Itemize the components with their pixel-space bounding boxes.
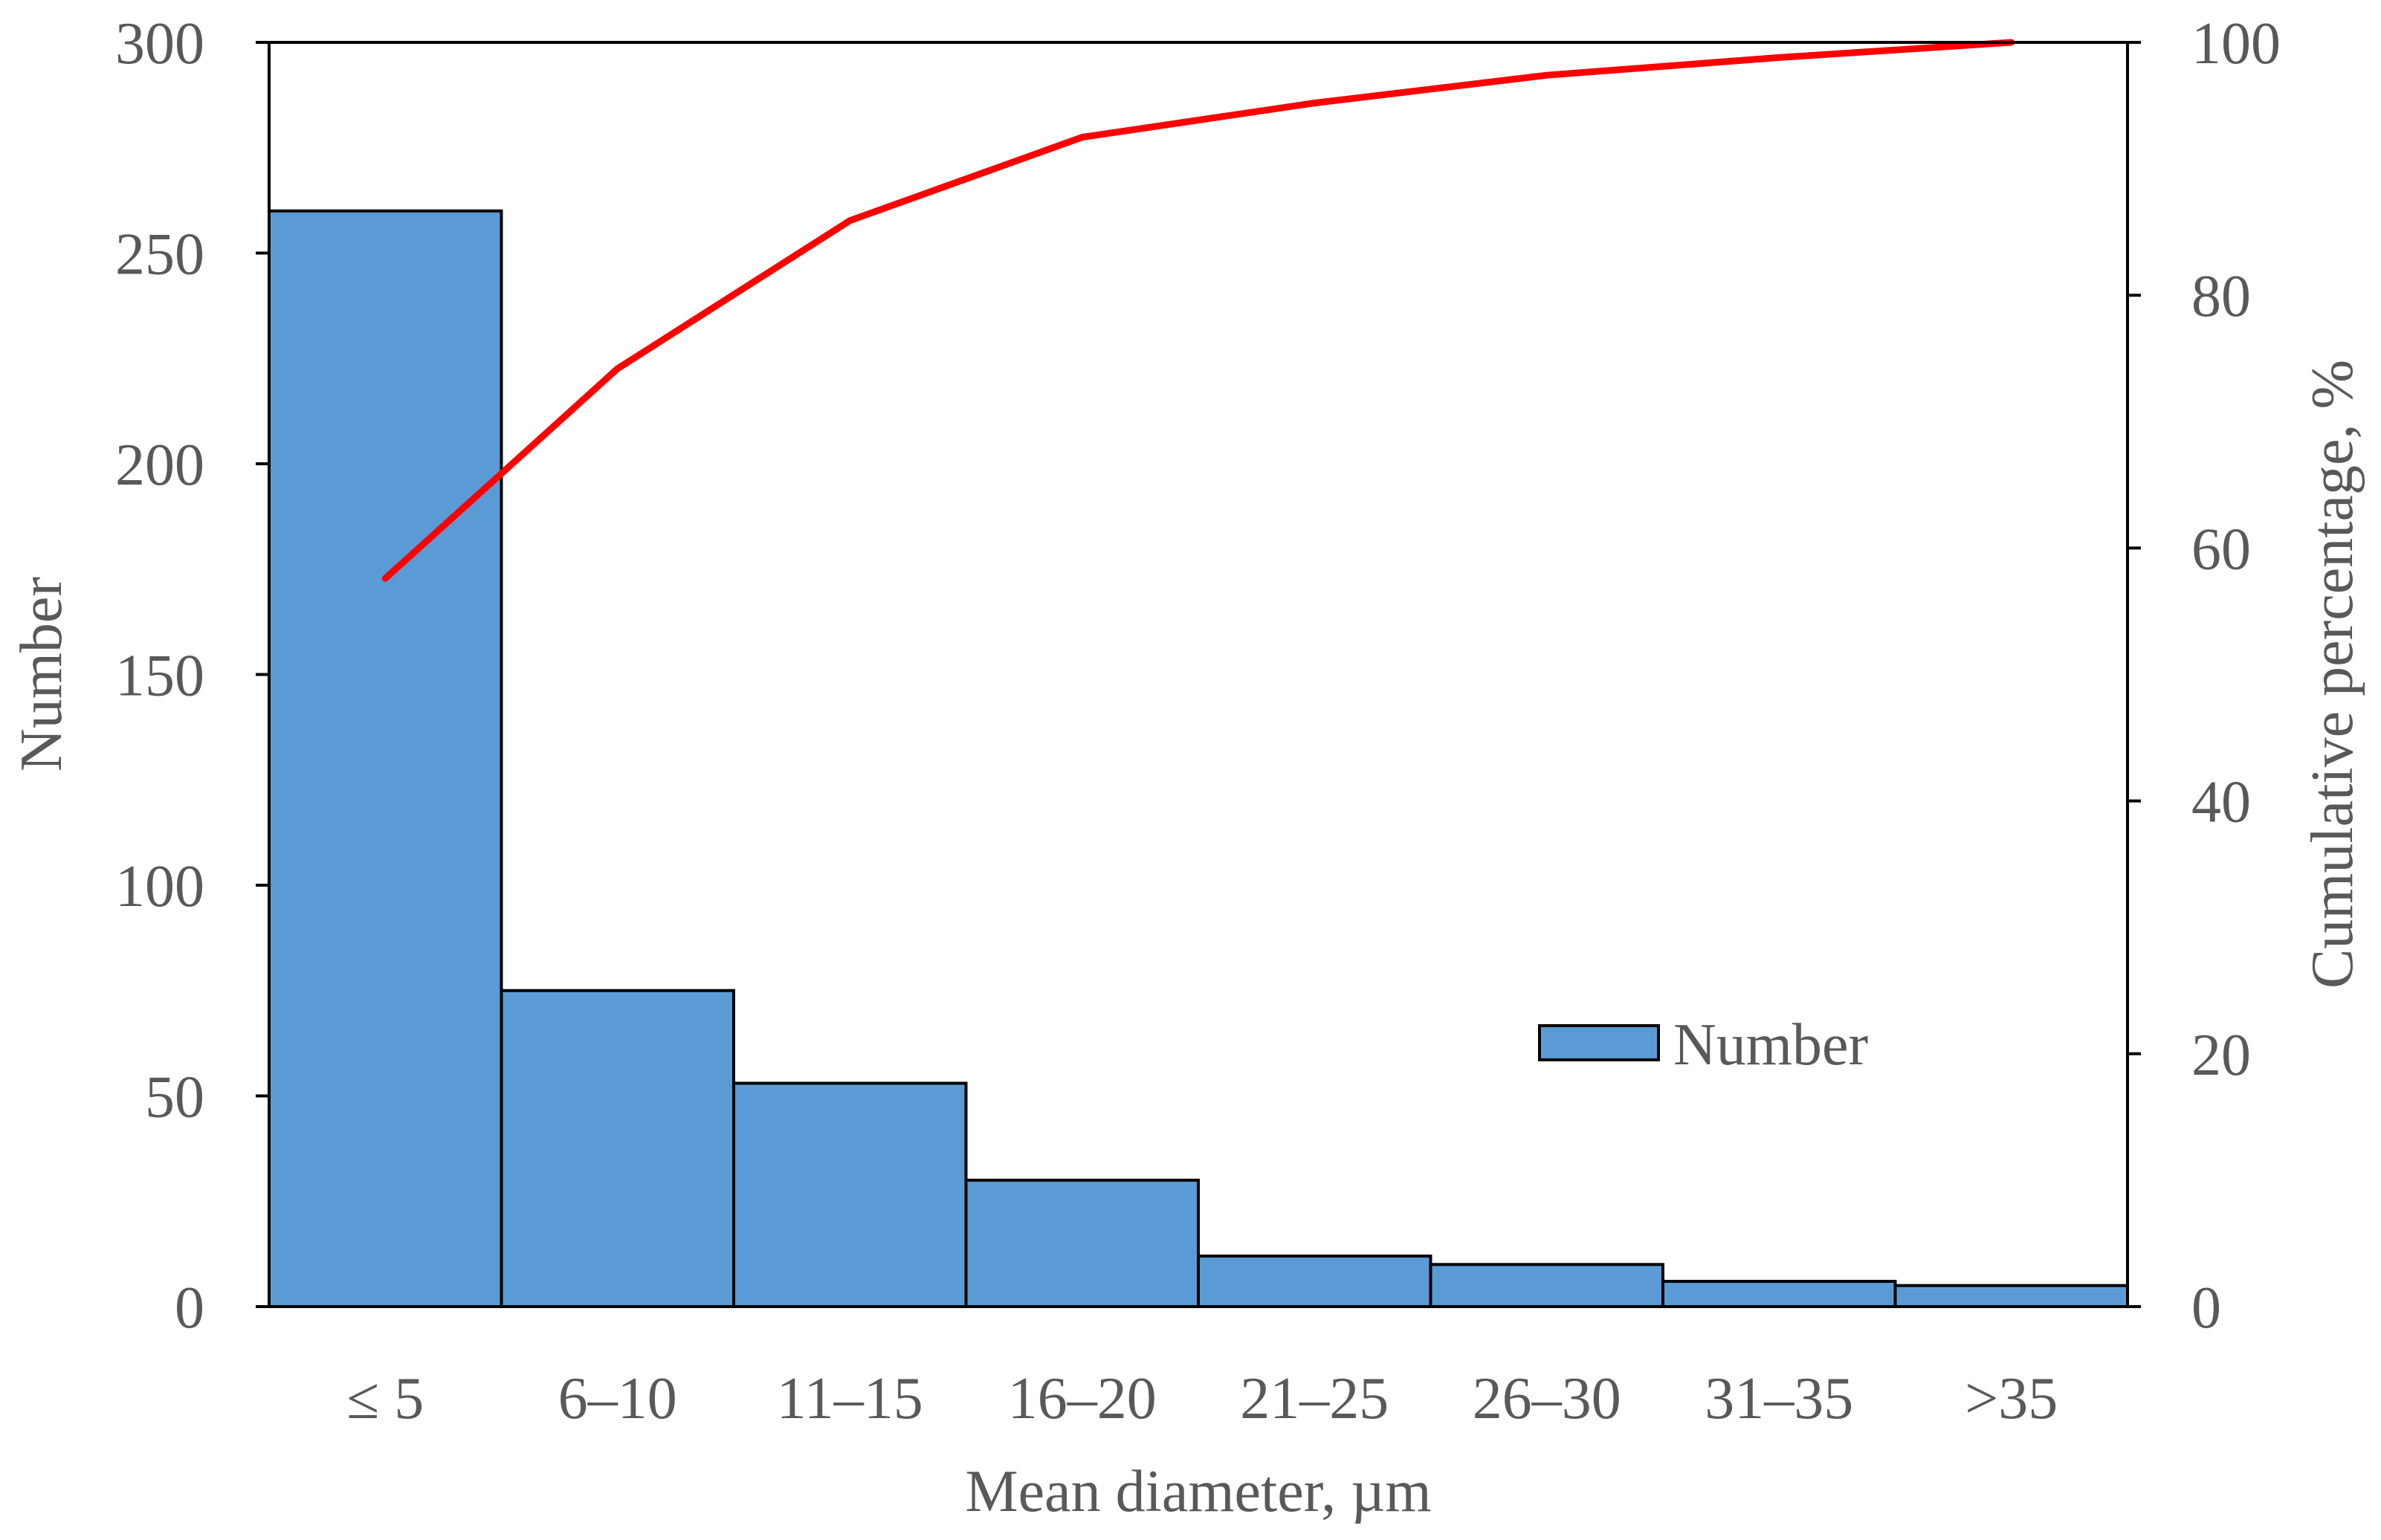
cumulative-point-1 (381, 575, 389, 582)
legend-label: Number (1673, 1012, 1868, 1078)
y2-tick-label: 40 (2191, 770, 2251, 835)
bar-series (268, 209, 2129, 1309)
x-tick-label: >35 (1965, 1366, 2058, 1431)
bar-4 (964, 1178, 1200, 1309)
bar-6 (1429, 1263, 1664, 1309)
y2-tick-label: 60 (2191, 517, 2251, 582)
cumulative-point-7 (1775, 54, 1783, 61)
bar-8 (1893, 1284, 2129, 1309)
y2-tick-label: 20 (2191, 1023, 2251, 1088)
x-axis-title: Mean diameter, µm (965, 1459, 1431, 1524)
y-tick-label: 300 (115, 11, 204, 77)
x-tick-label: 11–15 (777, 1366, 923, 1431)
legend-swatch (1538, 1024, 1660, 1061)
bar-2 (500, 989, 735, 1308)
cumulative-point-3 (846, 217, 853, 224)
y2-axis-title: Cumulative percentage, % (2300, 360, 2365, 989)
x-tick-label: 6–10 (558, 1366, 677, 1431)
x-tick-label: 16–20 (1008, 1366, 1157, 1431)
bar-5 (1197, 1254, 1432, 1308)
cumulative-line (383, 39, 2012, 581)
x-tick-label: 26–30 (1473, 1366, 1621, 1431)
x-tick-label: ≤ 5 (346, 1366, 424, 1431)
y2-tick-label: 100 (2191, 11, 2281, 77)
cumulative-point-4 (1079, 134, 1086, 141)
category-axis-labels: ≤ 5 6–10 11–15 16–20 21–25 26–30 31–35 >35 (346, 1366, 2058, 1431)
right-axis-ticks: 0 20 40 60 80 100 (2128, 11, 2281, 1341)
x-tick-label: 31–35 (1705, 1366, 1853, 1431)
legend: Number (1538, 1012, 1868, 1078)
y-tick-label: 50 (145, 1065, 204, 1130)
bar-3 (732, 1081, 968, 1308)
y-tick-label: 150 (115, 644, 204, 709)
y-axis-title: Number (9, 577, 74, 771)
cumulative-point-5 (1311, 100, 1318, 107)
cumulative-point-6 (1543, 71, 1551, 79)
y2-tick-label: 80 (2191, 264, 2251, 329)
y2-tick-label: 0 (2191, 1275, 2221, 1341)
bar-1 (268, 209, 503, 1308)
y-tick-label: 100 (115, 854, 204, 919)
bar-7 (1661, 1279, 1897, 1308)
left-axis-ticks: 0 50 100 150 200 250 300 (115, 11, 269, 1341)
y-tick-label: 0 (175, 1275, 204, 1341)
x-tick-label: 21–25 (1240, 1366, 1389, 1431)
y-tick-label: 200 (115, 433, 204, 498)
cumulative-point-2 (614, 365, 621, 372)
y-tick-label: 250 (115, 222, 204, 288)
